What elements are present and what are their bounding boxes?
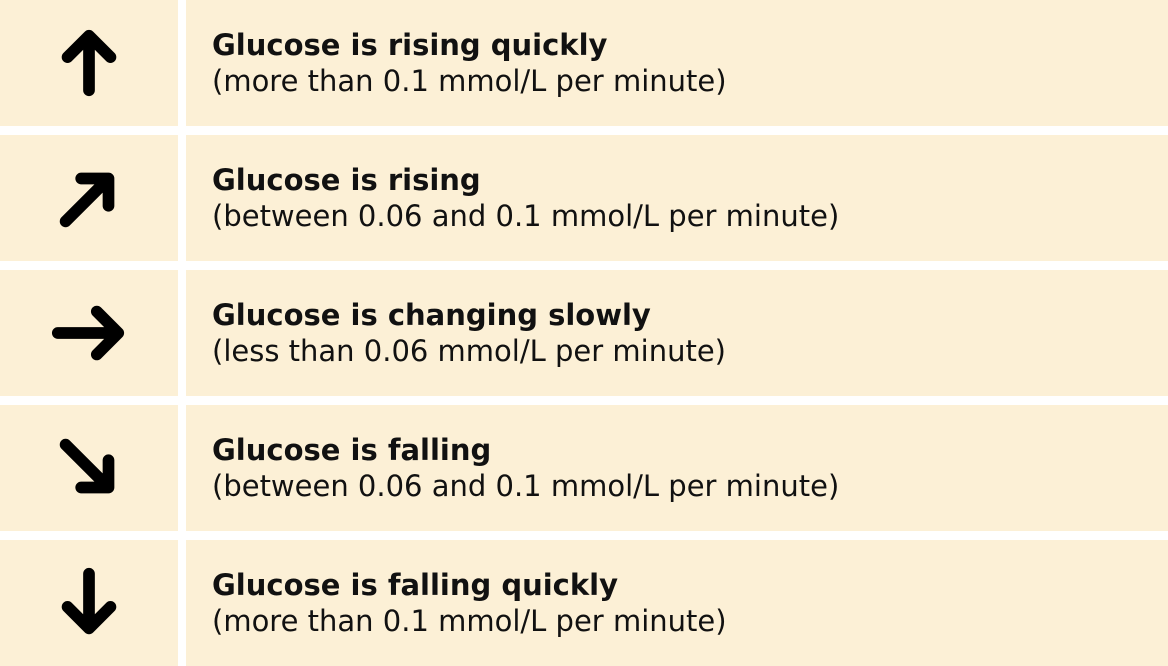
trend-description: (between 0.06 and 0.1 mmol/L per minute) — [212, 199, 840, 233]
trend-title: Glucose is falling quickly — [212, 568, 618, 602]
trend-title: Glucose is rising — [212, 163, 481, 197]
description-cell: Glucose is falling quickly (more than 0.… — [186, 540, 1168, 666]
description-cell: Glucose is changing slowly (less than 0.… — [186, 270, 1168, 396]
trend-row-rising-quickly: Glucose is rising quickly (more than 0.1… — [0, 0, 1168, 126]
description-cell: Glucose is rising quickly (more than 0.1… — [186, 0, 1168, 126]
trend-row-falling-quickly: Glucose is falling quickly (more than 0.… — [0, 540, 1168, 666]
trend-row-rising: Glucose is rising (between 0.06 and 0.1 … — [0, 135, 1168, 261]
trend-description: (more than 0.1 mmol/L per minute) — [212, 64, 727, 98]
icon-cell — [0, 405, 178, 531]
trend-title: Glucose is rising quickly — [212, 28, 608, 62]
arrow-down-right-icon — [59, 438, 115, 494]
icon-cell — [0, 270, 178, 396]
trend-description: (more than 0.1 mmol/L per minute) — [212, 604, 727, 638]
icon-cell — [0, 135, 178, 261]
trend-title: Glucose is changing slowly — [212, 298, 651, 332]
icon-cell — [0, 0, 178, 126]
arrow-right-icon — [51, 305, 125, 361]
arrow-up-icon — [61, 29, 117, 97]
arrow-down-icon — [61, 567, 117, 635]
trend-title: Glucose is falling — [212, 433, 492, 467]
arrow-up-right-icon — [59, 172, 115, 228]
trend-row-changing-slowly: Glucose is changing slowly (less than 0.… — [0, 270, 1168, 396]
icon-cell — [0, 540, 178, 666]
trend-description: (less than 0.06 mmol/L per minute) — [212, 334, 726, 368]
trend-row-falling: Glucose is falling (between 0.06 and 0.1… — [0, 405, 1168, 531]
description-cell: Glucose is falling (between 0.06 and 0.1… — [186, 405, 1168, 531]
description-cell: Glucose is rising (between 0.06 and 0.1 … — [186, 135, 1168, 261]
trend-description: (between 0.06 and 0.1 mmol/L per minute) — [212, 469, 840, 503]
